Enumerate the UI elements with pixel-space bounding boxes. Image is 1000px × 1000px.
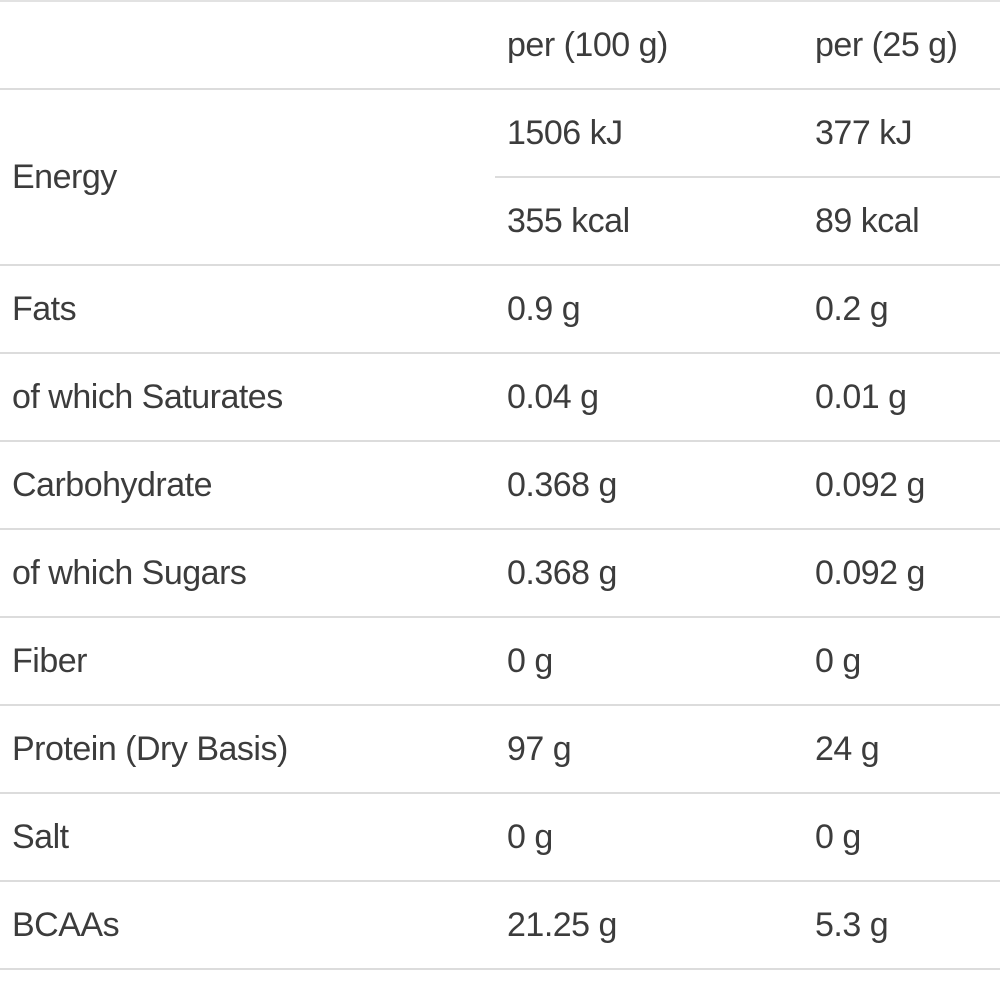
energy-row: Energy 1506 kJ 377 kJ 355 kcal 89 kcal bbox=[0, 90, 1000, 266]
header-per-25g: per (25 g) bbox=[815, 26, 958, 64]
energy-kcal-25: 89 kcal bbox=[815, 202, 920, 240]
table-row: Fiber 0 g 0 g bbox=[0, 618, 1000, 706]
table-header-row: per (100 g) per (25 g) bbox=[0, 2, 1000, 90]
energy-kcal-row: 355 kcal 89 kcal bbox=[495, 178, 1000, 264]
nutrient-label: Fats bbox=[12, 290, 77, 328]
nutrient-label: Carbohydrate bbox=[12, 466, 213, 504]
value-per-25g: 24 g bbox=[815, 730, 880, 768]
header-per-100g: per (100 g) bbox=[507, 26, 668, 64]
value-per-25g: 0.01 g bbox=[815, 378, 907, 416]
value-per-100g: 97 g bbox=[507, 730, 572, 768]
value-per-100g: 0.368 g bbox=[507, 554, 617, 592]
table-row: Fats 0.9 g 0.2 g bbox=[0, 266, 1000, 354]
value-per-25g: 0.2 g bbox=[815, 290, 889, 328]
value-per-25g: 0 g bbox=[815, 642, 861, 680]
nutrient-label: Fiber bbox=[12, 642, 87, 680]
value-per-25g: 0.092 g bbox=[815, 466, 925, 504]
value-per-25g: 5.3 g bbox=[815, 906, 889, 944]
table-row: BCAAs 21.25 g 5.3 g bbox=[0, 882, 1000, 970]
nutrient-label: BCAAs bbox=[12, 906, 120, 944]
energy-kj-25: 377 kJ bbox=[815, 114, 913, 152]
table-row: of which Sugars 0.368 g 0.092 g bbox=[0, 530, 1000, 618]
nutrient-label: of which Sugars bbox=[12, 554, 247, 592]
nutrient-label: of which Saturates bbox=[12, 378, 283, 416]
energy-values: 1506 kJ 377 kJ 355 kcal 89 kcal bbox=[495, 90, 1000, 264]
value-per-100g: 0.9 g bbox=[507, 290, 581, 328]
table-row: of which Saturates 0.04 g 0.01 g bbox=[0, 354, 1000, 442]
value-per-100g: 0 g bbox=[507, 642, 553, 680]
table-row: Protein (Dry Basis) 97 g 24 g bbox=[0, 706, 1000, 794]
energy-kcal-100: 355 kcal bbox=[507, 202, 630, 240]
nutrient-label: Protein (Dry Basis) bbox=[12, 730, 288, 768]
energy-label: Energy bbox=[12, 158, 117, 196]
table-row: Salt 0 g 0 g bbox=[0, 794, 1000, 882]
value-per-100g: 21.25 g bbox=[507, 906, 617, 944]
table-row: Carbohydrate 0.368 g 0.092 g bbox=[0, 442, 1000, 530]
value-per-100g: 0.04 g bbox=[507, 378, 599, 416]
value-per-25g: 0.092 g bbox=[815, 554, 925, 592]
nutrient-label: Salt bbox=[12, 818, 69, 856]
nutrition-table: per (100 g) per (25 g) Energy 1506 kJ 37… bbox=[0, 0, 1000, 970]
value-per-100g: 0 g bbox=[507, 818, 553, 856]
value-per-100g: 0.368 g bbox=[507, 466, 617, 504]
energy-kj-100: 1506 kJ bbox=[507, 114, 623, 152]
value-per-25g: 0 g bbox=[815, 818, 861, 856]
energy-kj-row: 1506 kJ 377 kJ bbox=[495, 90, 1000, 178]
